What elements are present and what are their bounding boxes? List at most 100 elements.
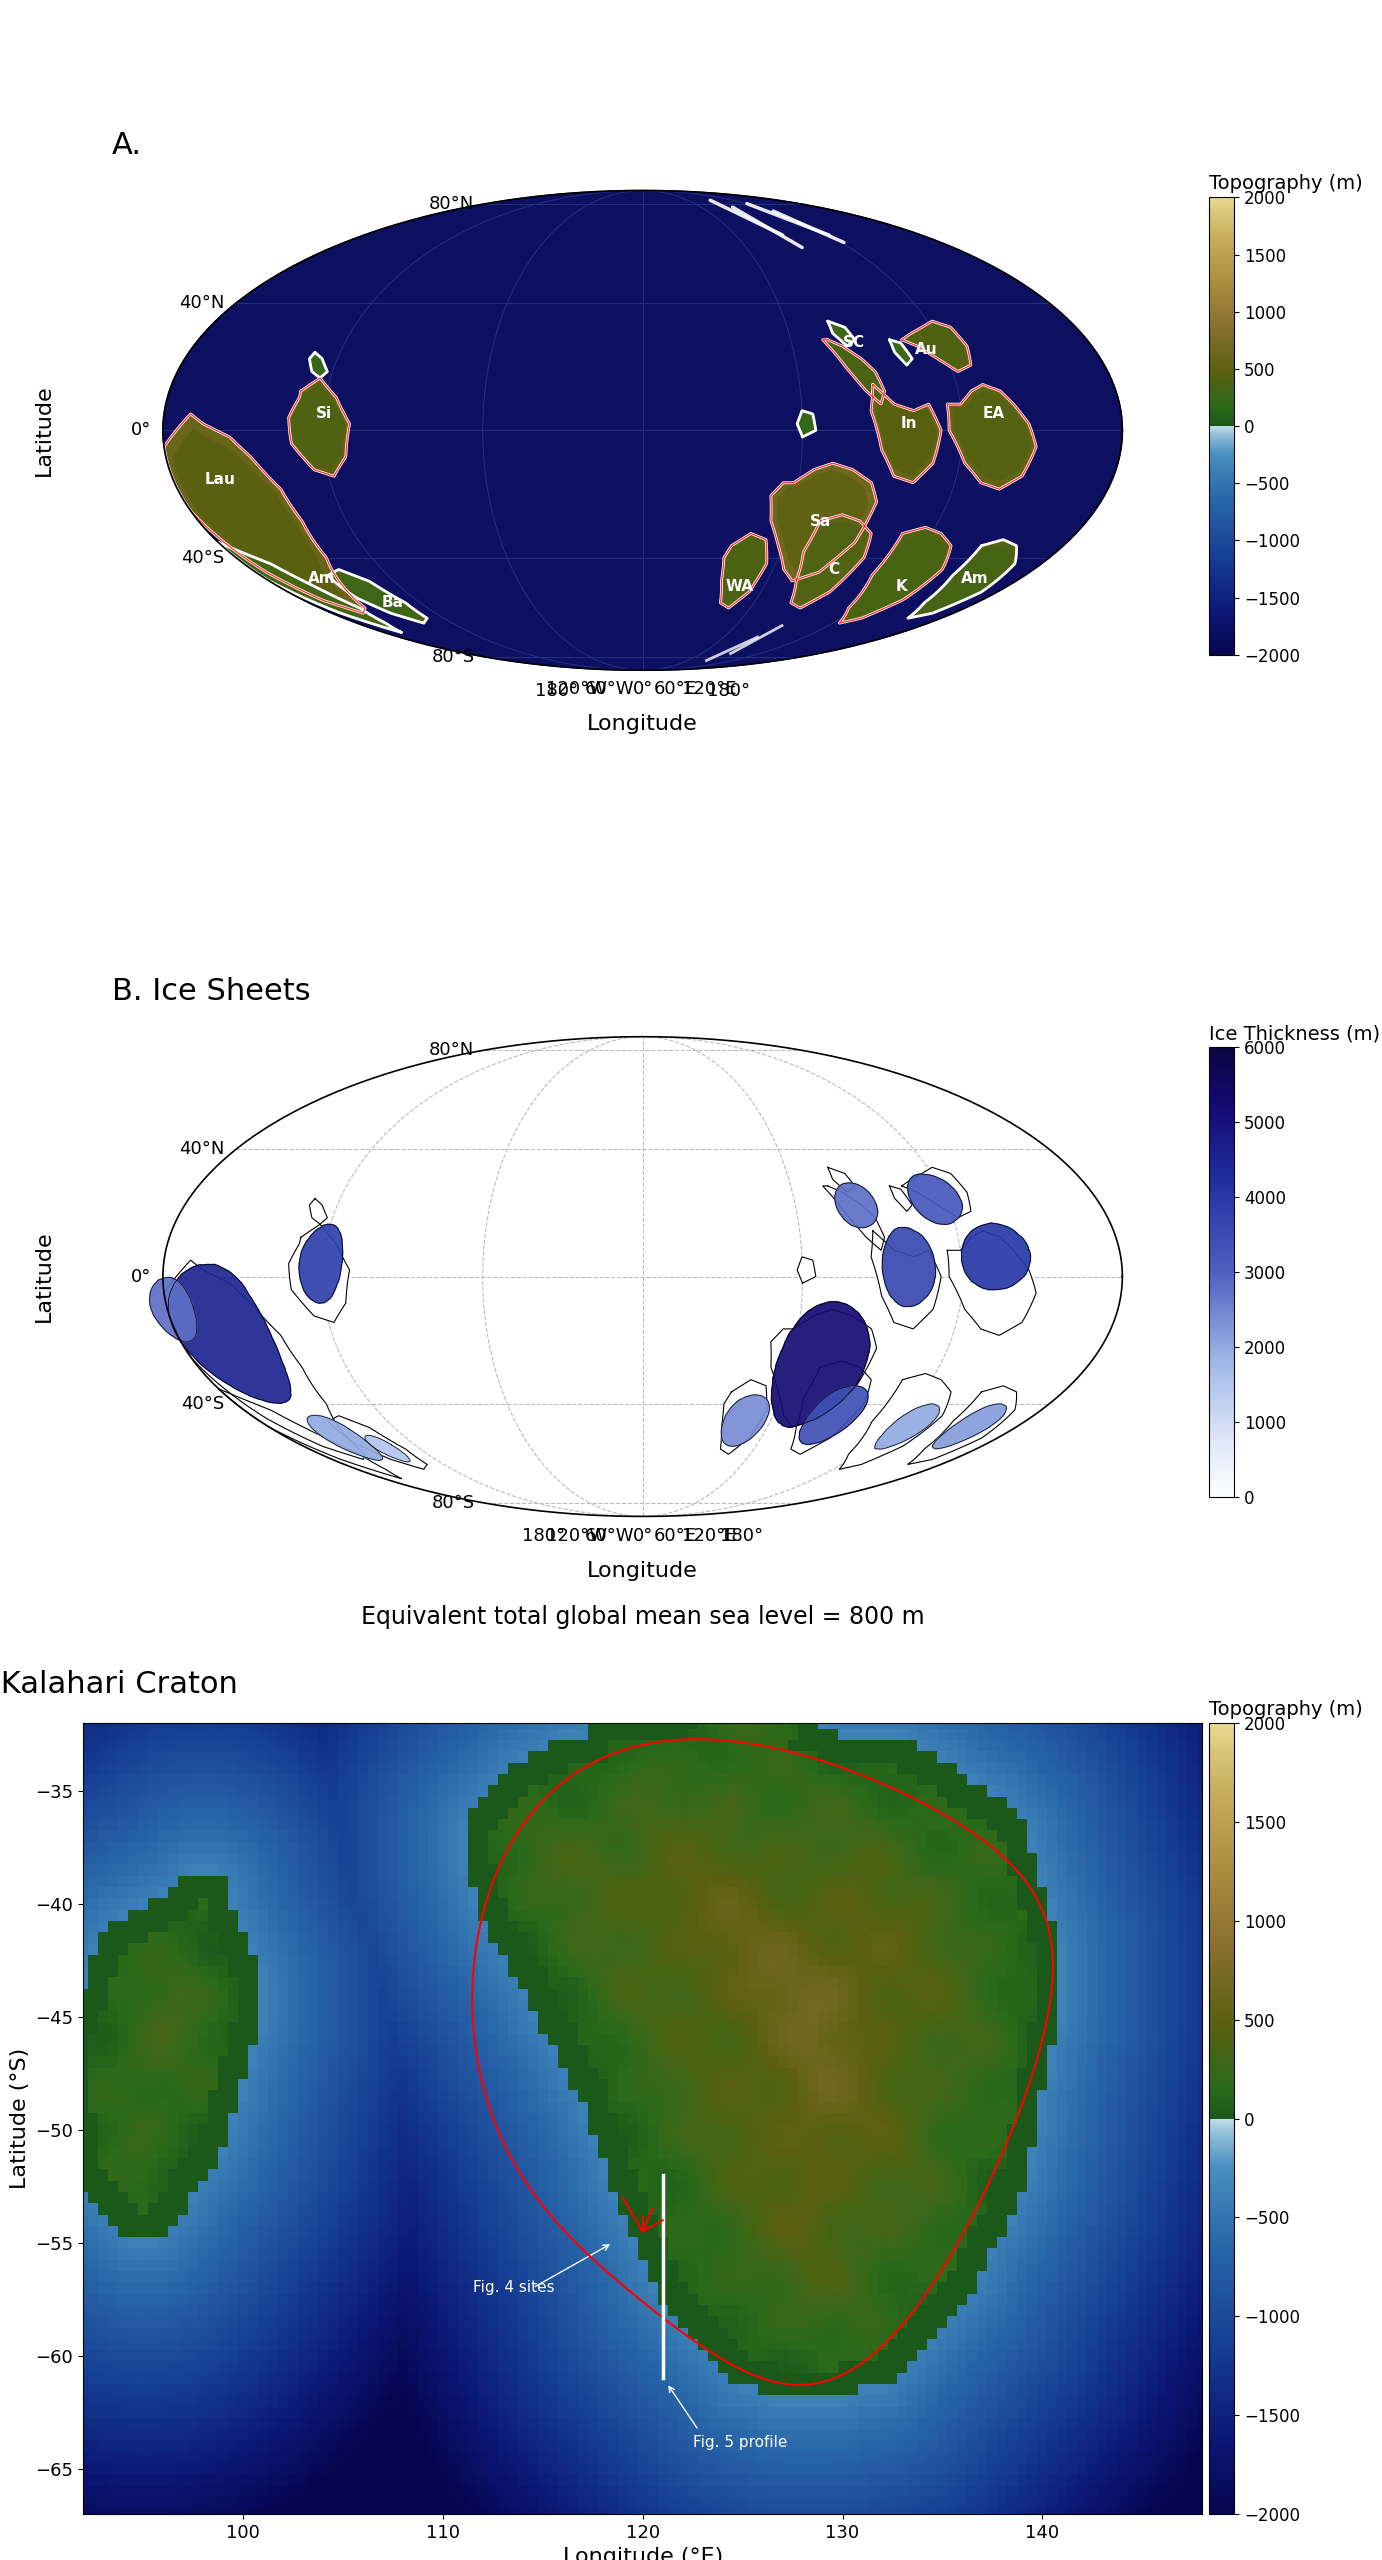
Text: 80°S: 80°S <box>431 648 474 666</box>
Polygon shape <box>307 1416 383 1459</box>
Polygon shape <box>174 430 341 599</box>
Polygon shape <box>797 522 865 602</box>
Text: Equivalent total global mean sea level = 800 m: Equivalent total global mean sea level =… <box>361 1605 925 1628</box>
Text: In: In <box>901 417 918 430</box>
Polygon shape <box>218 543 402 632</box>
Text: 40°S: 40°S <box>181 1395 224 1413</box>
Text: 0°: 0° <box>131 1267 151 1285</box>
Polygon shape <box>365 1436 410 1462</box>
Polygon shape <box>875 1403 940 1449</box>
Polygon shape <box>169 1265 292 1403</box>
Text: 0°: 0° <box>131 422 151 440</box>
Text: Topography (m): Topography (m) <box>1209 174 1363 192</box>
Polygon shape <box>908 540 1017 617</box>
Polygon shape <box>329 1416 427 1469</box>
Text: 40°S: 40°S <box>181 548 224 566</box>
Polygon shape <box>851 535 944 617</box>
Polygon shape <box>311 353 326 376</box>
Text: 120°W: 120°W <box>546 1526 607 1544</box>
Polygon shape <box>778 471 868 571</box>
Polygon shape <box>962 1224 1031 1290</box>
Polygon shape <box>164 1260 365 1459</box>
Text: 40°N: 40°N <box>178 294 224 312</box>
Polygon shape <box>163 189 1122 671</box>
Polygon shape <box>771 1311 876 1426</box>
Text: A.: A. <box>112 131 142 159</box>
Text: 120°E: 120°E <box>681 681 737 699</box>
Polygon shape <box>797 1257 815 1283</box>
Polygon shape <box>876 392 936 476</box>
Text: 80°S: 80°S <box>431 1495 474 1513</box>
Text: 60°E: 60°E <box>654 681 697 699</box>
Polygon shape <box>947 1231 1036 1336</box>
Polygon shape <box>231 550 386 627</box>
Polygon shape <box>871 1231 941 1329</box>
Polygon shape <box>289 1224 350 1324</box>
Y-axis label: Latitude (°S): Latitude (°S) <box>10 2048 29 2189</box>
Text: C: C <box>828 563 839 576</box>
Polygon shape <box>720 532 767 609</box>
Polygon shape <box>822 1185 884 1249</box>
Polygon shape <box>218 1390 402 1480</box>
Polygon shape <box>164 415 365 614</box>
Polygon shape <box>829 323 853 343</box>
Text: 180°: 180° <box>535 681 579 699</box>
Text: 0°: 0° <box>633 681 652 699</box>
Polygon shape <box>933 1403 1006 1449</box>
Polygon shape <box>828 320 855 346</box>
Text: Au: Au <box>915 340 937 356</box>
Polygon shape <box>791 1362 871 1454</box>
Text: 0°: 0° <box>633 1526 652 1544</box>
Polygon shape <box>293 384 344 468</box>
Polygon shape <box>890 340 912 366</box>
Polygon shape <box>799 412 814 435</box>
Polygon shape <box>839 1375 951 1469</box>
Polygon shape <box>891 340 911 364</box>
Text: EA: EA <box>983 407 1005 422</box>
Text: 180°: 180° <box>706 681 750 699</box>
Polygon shape <box>163 1037 1122 1516</box>
Text: Longitude: Longitude <box>587 714 698 735</box>
Text: Longitude: Longitude <box>587 1562 698 1580</box>
Polygon shape <box>724 540 763 602</box>
Text: Am: Am <box>308 571 336 586</box>
Polygon shape <box>919 545 1010 612</box>
Polygon shape <box>828 343 880 399</box>
Polygon shape <box>721 1395 770 1446</box>
Text: 120°E: 120°E <box>681 1526 737 1544</box>
Text: Ice Thickness (m): Ice Thickness (m) <box>1209 1024 1381 1042</box>
Text: 60°W: 60°W <box>585 1526 634 1544</box>
Polygon shape <box>901 1167 972 1219</box>
Text: Fig. 4 sites: Fig. 4 sites <box>473 2281 554 2296</box>
Text: 120°W: 120°W <box>546 681 607 699</box>
Polygon shape <box>871 384 941 484</box>
Text: 60°W: 60°W <box>585 681 634 699</box>
Polygon shape <box>799 1385 868 1444</box>
Polygon shape <box>289 379 350 476</box>
Polygon shape <box>890 1185 912 1211</box>
Text: WA: WA <box>726 579 753 594</box>
Polygon shape <box>329 568 427 622</box>
Polygon shape <box>835 1183 878 1229</box>
Text: 180°: 180° <box>720 1526 763 1544</box>
Text: Am: Am <box>960 571 988 586</box>
Text: Lau: Lau <box>205 471 235 486</box>
Polygon shape <box>149 1277 196 1341</box>
Polygon shape <box>908 1175 962 1224</box>
Polygon shape <box>947 384 1036 489</box>
Polygon shape <box>720 1380 767 1454</box>
Polygon shape <box>908 1385 1017 1464</box>
Polygon shape <box>882 1226 936 1306</box>
Polygon shape <box>771 463 876 581</box>
Text: 80°N: 80°N <box>430 1042 474 1060</box>
Polygon shape <box>771 1303 871 1428</box>
Polygon shape <box>334 573 419 620</box>
Text: SC: SC <box>843 335 865 351</box>
Text: Sa: Sa <box>810 515 831 527</box>
X-axis label: Longitude (°E): Longitude (°E) <box>562 2547 723 2560</box>
Text: 180°: 180° <box>522 1526 565 1544</box>
Text: 80°N: 80°N <box>430 195 474 212</box>
Text: Latitude: Latitude <box>35 384 54 476</box>
Text: Fig. 5 profile: Fig. 5 profile <box>692 2435 786 2450</box>
Polygon shape <box>310 1198 328 1224</box>
